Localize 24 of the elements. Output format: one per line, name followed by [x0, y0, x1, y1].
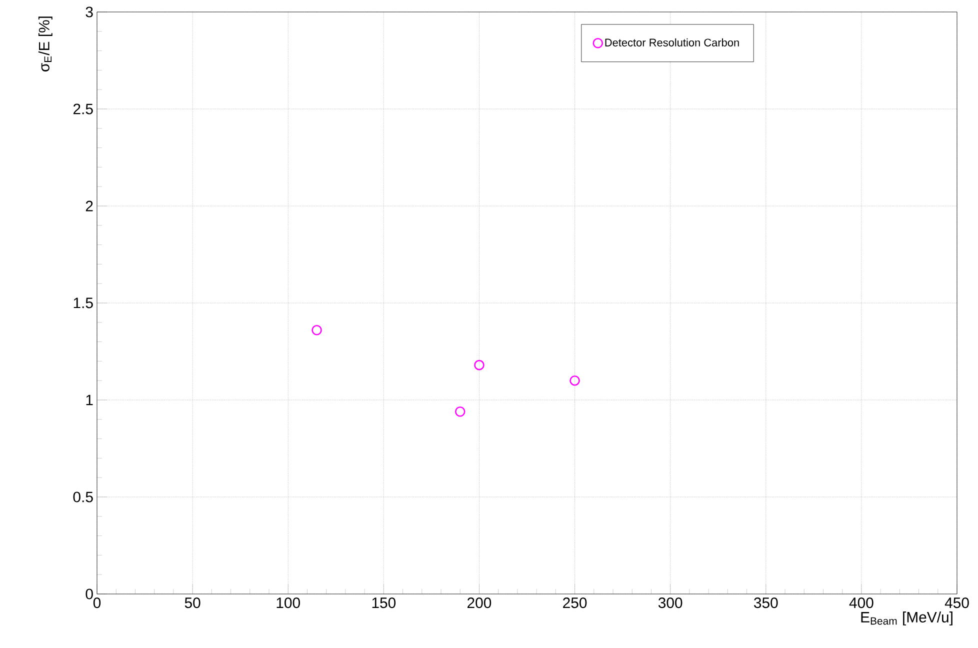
y-tick-label: 0 — [86, 588, 93, 600]
x-tick-label: 450 — [944, 598, 969, 608]
legend-label: Detector Resolution Carbon — [605, 38, 739, 46]
x-tick-label: 150 — [372, 598, 396, 608]
x-tick-label: 100 — [276, 598, 300, 608]
point — [474, 360, 484, 370]
y-tick-label: 1 — [86, 394, 93, 406]
x-tick-label: 0 — [93, 598, 101, 608]
x-axis-title: E$_{Beam}$ [MeV/u] — [861, 612, 952, 626]
point — [454, 406, 466, 417]
point — [570, 375, 580, 386]
x-tick-label: 300 — [658, 598, 682, 608]
x-tick-label: 350 — [754, 598, 778, 608]
y-axis-title: σ$_{E}$/E [%] — [38, 16, 52, 72]
y-tick-label: 2.5 — [73, 104, 93, 114]
x-tick-label: 200 — [468, 598, 492, 608]
point — [312, 324, 322, 336]
y-tick-label: 2 — [86, 200, 93, 212]
y-tick-label: 0.5 — [73, 492, 93, 502]
x-tick-label: 250 — [563, 598, 587, 608]
x-tick-label: 50 — [184, 598, 200, 608]
y-tick-label: 1.5 — [74, 298, 93, 308]
y-tick-label: 3 — [86, 6, 93, 18]
x-tick-label: 400 — [849, 598, 874, 608]
